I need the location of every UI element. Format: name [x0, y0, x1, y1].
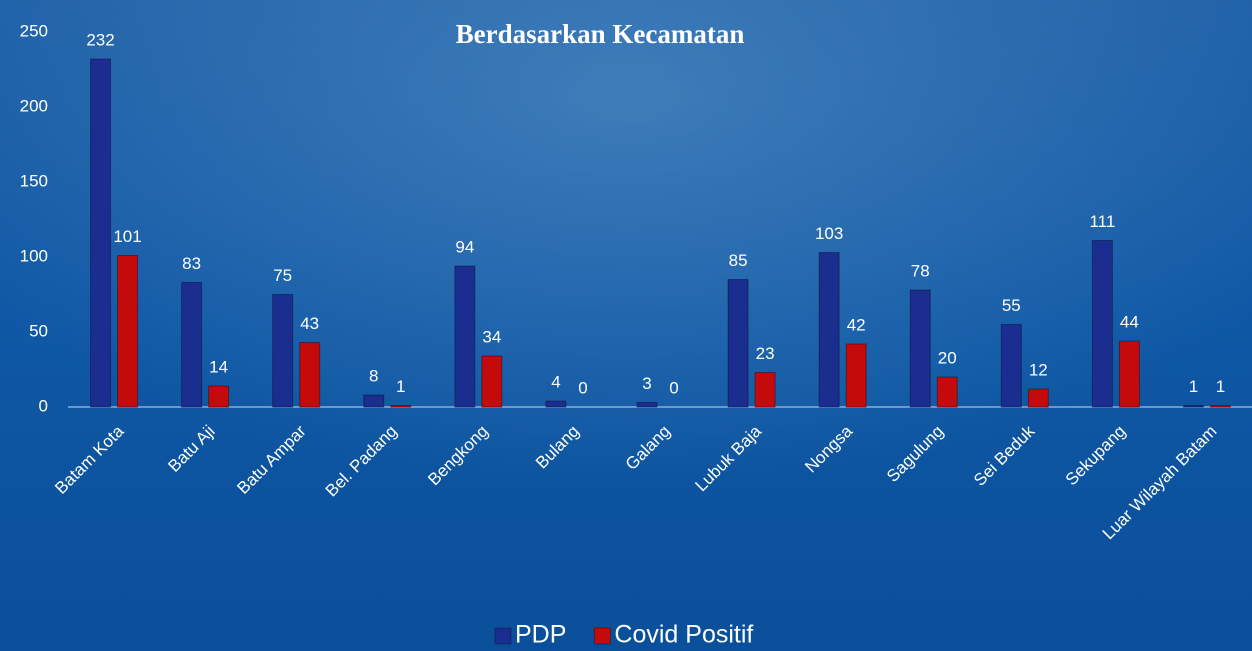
data-label: 8: [369, 366, 378, 385]
bar: [273, 295, 293, 408]
legend-swatch: [594, 628, 610, 644]
legend-label: Covid Positif: [614, 621, 753, 649]
y-tick-label: 50: [29, 321, 48, 340]
bar: [182, 283, 202, 408]
bar: [937, 377, 957, 407]
data-label: 85: [729, 251, 748, 270]
bar: [209, 386, 229, 407]
data-label: 75: [273, 266, 292, 285]
data-label: 34: [482, 327, 501, 346]
data-label: 3: [642, 374, 651, 393]
data-label: 20: [938, 348, 957, 367]
data-label: 103: [815, 224, 843, 243]
bar: [364, 395, 384, 407]
data-label: 78: [911, 261, 930, 280]
bar: [482, 356, 502, 407]
bar: [546, 401, 566, 407]
y-tick-label: 0: [39, 396, 48, 415]
bar: [755, 373, 775, 408]
bar: [910, 290, 930, 407]
data-label: 83: [182, 254, 201, 273]
y-tick-label: 200: [20, 96, 48, 115]
data-label: 1: [1216, 377, 1225, 396]
bar: [455, 266, 475, 407]
data-label: 232: [86, 30, 114, 49]
y-tick-label: 100: [20, 246, 48, 265]
y-tick-label: 250: [20, 21, 48, 40]
bar: [1028, 389, 1048, 407]
y-tick-label: 150: [20, 171, 48, 190]
data-label: 101: [113, 227, 141, 246]
chart: Berdasarkan Kecamatan 050100150200250Bat…: [0, 0, 1252, 651]
data-label: 111: [1089, 212, 1115, 231]
bar: [637, 403, 657, 408]
data-label: 42: [847, 315, 866, 334]
page: Berdasarkan Kecamatan 050100150200250Bat…: [0, 0, 1252, 651]
data-label: 1: [396, 377, 405, 396]
bar: [1001, 325, 1021, 408]
bar: [118, 256, 138, 408]
bar: [391, 406, 411, 408]
bar: [1210, 406, 1230, 408]
bar: [91, 59, 111, 407]
bar: [1092, 241, 1112, 408]
data-label: 14: [209, 357, 228, 376]
bar: [1119, 341, 1139, 407]
data-label: 55: [1002, 296, 1021, 315]
data-label: 43: [300, 314, 319, 333]
data-label: 23: [756, 344, 775, 363]
data-label: 44: [1120, 312, 1139, 331]
data-label: 0: [669, 378, 678, 397]
bar: [1183, 406, 1203, 408]
data-label: 12: [1029, 360, 1048, 379]
data-label: 94: [455, 237, 474, 256]
data-label: 1: [1189, 377, 1198, 396]
bar: [728, 280, 748, 408]
chart-title: Berdasarkan Kecamatan: [456, 19, 745, 49]
data-label: 0: [578, 378, 587, 397]
bar: [300, 343, 320, 408]
legend-label: PDP: [515, 621, 566, 649]
bar: [819, 253, 839, 408]
bar: [846, 344, 866, 407]
data-label: 4: [551, 372, 560, 391]
legend-swatch: [495, 628, 511, 644]
